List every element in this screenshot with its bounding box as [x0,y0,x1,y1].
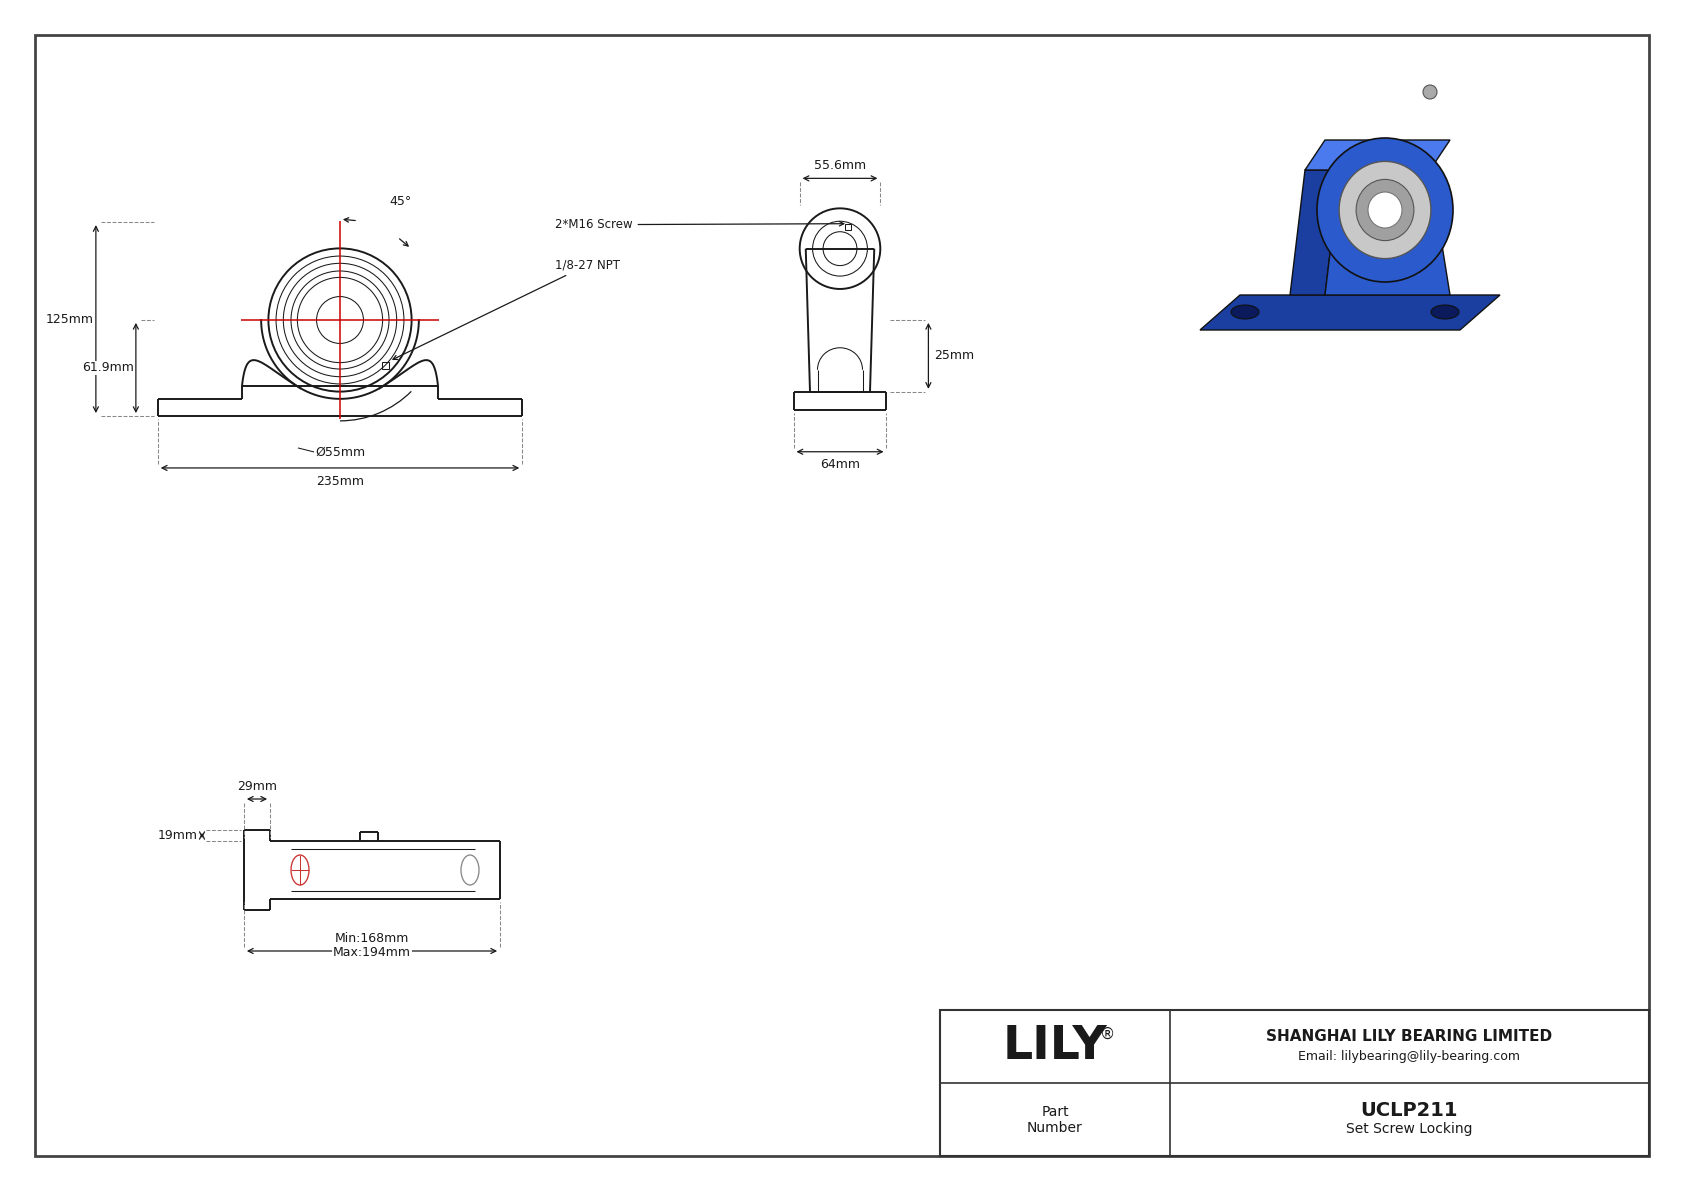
Text: 55.6mm: 55.6mm [813,158,866,172]
Text: Number: Number [1027,1121,1083,1135]
Text: 29mm: 29mm [237,779,276,792]
Text: 1/8-27 NPT: 1/8-27 NPT [392,258,620,360]
Polygon shape [1325,170,1450,295]
Text: ®: ® [1100,1027,1115,1042]
Circle shape [1423,85,1436,99]
Text: Set Screw Locking: Set Screw Locking [1346,1122,1474,1135]
Text: 235mm: 235mm [317,475,364,488]
Text: 125mm: 125mm [45,312,94,325]
Text: Max:194mm: Max:194mm [333,947,411,960]
Polygon shape [1201,295,1500,330]
Ellipse shape [1431,305,1458,319]
Text: 64mm: 64mm [820,459,861,472]
Text: UCLP211: UCLP211 [1361,1100,1458,1120]
Ellipse shape [1367,192,1403,227]
Ellipse shape [1339,162,1431,258]
Ellipse shape [1317,138,1453,282]
Polygon shape [1305,141,1450,170]
Ellipse shape [1231,305,1260,319]
Text: 19mm: 19mm [158,829,199,842]
Text: 25mm: 25mm [935,349,975,362]
Text: 61.9mm: 61.9mm [83,362,133,374]
Text: 45°: 45° [389,194,411,207]
Text: Ø55mm: Ø55mm [315,445,365,459]
Text: 2*M16 Screw: 2*M16 Screw [556,218,844,231]
Text: SHANGHAI LILY BEARING LIMITED: SHANGHAI LILY BEARING LIMITED [1266,1029,1553,1045]
Text: Min:168mm: Min:168mm [335,931,409,944]
Text: Email: lilybearing@lily-bearing.com: Email: lilybearing@lily-bearing.com [1298,1050,1521,1064]
Text: LILY: LILY [1002,1024,1108,1070]
Polygon shape [1290,170,1340,295]
Polygon shape [382,362,389,369]
Text: Part: Part [1041,1104,1069,1118]
Polygon shape [845,224,850,230]
Ellipse shape [1356,180,1415,241]
